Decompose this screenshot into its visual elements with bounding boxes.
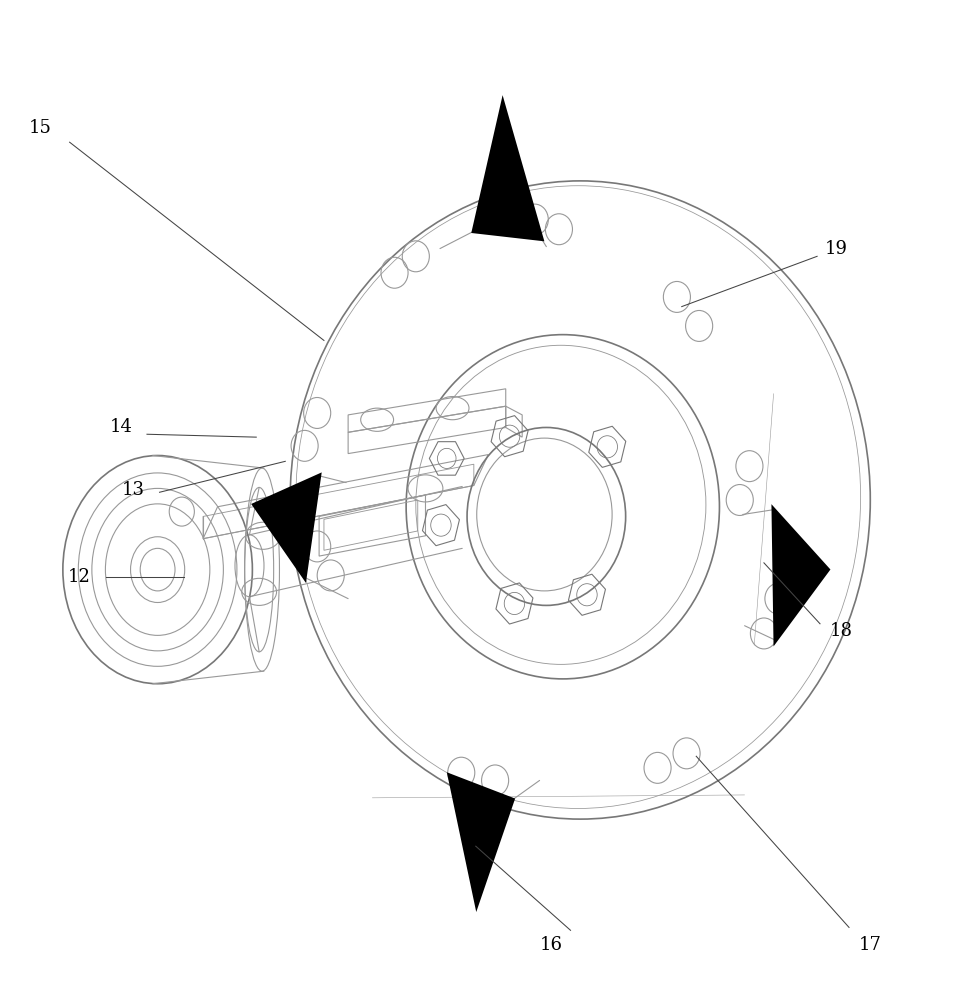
Polygon shape bbox=[774, 510, 828, 640]
Text: 15: 15 bbox=[29, 119, 52, 137]
Text: 18: 18 bbox=[830, 622, 853, 640]
Text: 14: 14 bbox=[109, 418, 132, 436]
Text: 13: 13 bbox=[122, 481, 145, 499]
Text: 19: 19 bbox=[825, 240, 848, 258]
Text: 16: 16 bbox=[540, 936, 563, 954]
Polygon shape bbox=[474, 104, 542, 239]
Polygon shape bbox=[254, 476, 319, 577]
Text: 17: 17 bbox=[859, 936, 882, 954]
Polygon shape bbox=[450, 776, 513, 904]
Text: 12: 12 bbox=[68, 568, 91, 586]
